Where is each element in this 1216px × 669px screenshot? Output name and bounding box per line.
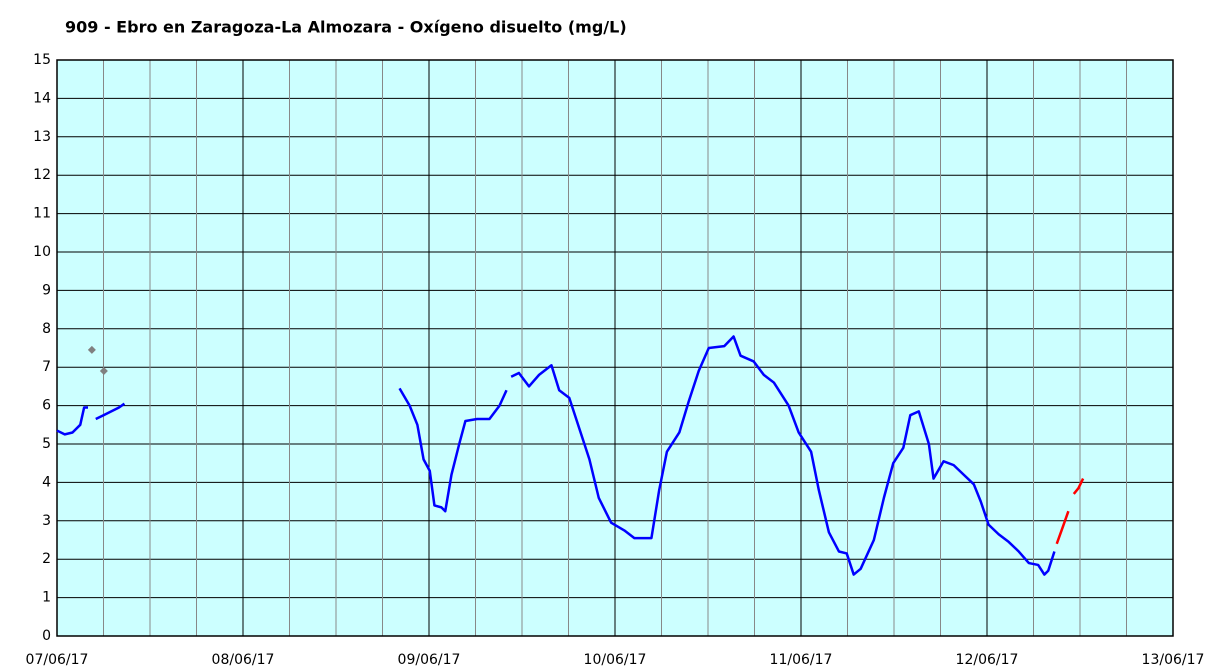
line [1072, 478, 1085, 495]
x-tick-label: 10/06/17 [584, 652, 647, 668]
x-tick-label: 07/06/17 [26, 652, 89, 668]
y-tick-label: 0 [42, 628, 51, 644]
y-tick-label: 11 [33, 206, 51, 222]
x-tick-label: 12/06/17 [956, 652, 1019, 668]
y-tick-label: 9 [42, 282, 51, 298]
y-tick-label: 8 [42, 321, 51, 337]
x-tick-label: 13/06/17 [1142, 652, 1205, 668]
x-tick-label: 09/06/17 [398, 652, 461, 668]
y-tick-label: 10 [33, 244, 51, 260]
line [398, 387, 508, 513]
plot-border [56, 59, 1174, 637]
line [95, 402, 126, 421]
y-tick-label: 7 [42, 359, 51, 375]
y-tick-label: 1 [42, 590, 51, 606]
line [1055, 510, 1070, 545]
line [56, 406, 88, 436]
point [99, 367, 108, 376]
point [87, 345, 96, 354]
y-tick-label: 14 [33, 90, 51, 106]
chart-title: 909 - Ebro en Zaragoza-La Almozara - Oxí… [65, 18, 627, 37]
y-tick-label: 4 [42, 474, 51, 490]
y-tick-label: 15 [33, 52, 51, 68]
y-tick-label: 3 [42, 513, 51, 529]
y-tick-label: 2 [42, 551, 51, 567]
line [510, 335, 1056, 576]
y-tick-label: 6 [42, 398, 51, 414]
y-tick-label: 12 [33, 167, 51, 183]
x-tick-label: 08/06/17 [212, 652, 275, 668]
y-tick-label: 13 [33, 129, 51, 145]
y-tick-label: 5 [42, 436, 51, 452]
x-tick-label: 11/06/17 [770, 652, 833, 668]
